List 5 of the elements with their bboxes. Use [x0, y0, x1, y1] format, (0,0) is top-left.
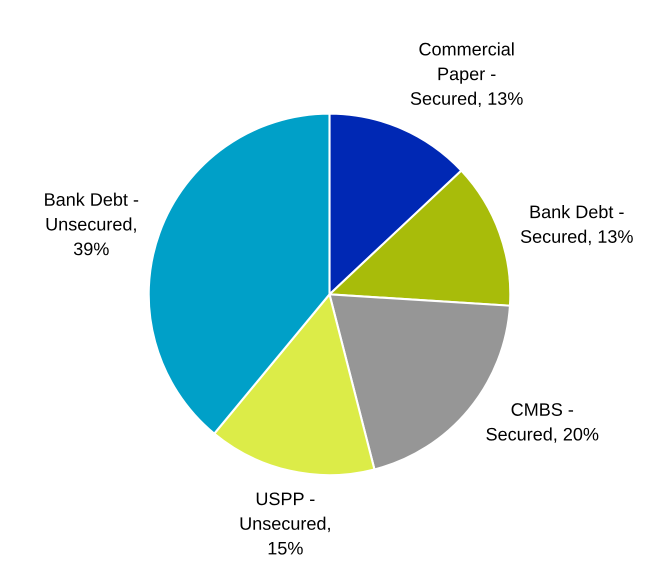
slice-label: CMBS - Secured, 20%: [486, 403, 598, 443]
slice-label: Commercial Paper - Secured, 13%: [410, 42, 523, 108]
slice-label: Bank Debt - Unsecured, 39%: [45, 192, 138, 256]
slice-label: Bank Debt - Secured, 13%: [520, 204, 633, 246]
slice-label: USPP - Unsecured, 15%: [240, 492, 330, 555]
